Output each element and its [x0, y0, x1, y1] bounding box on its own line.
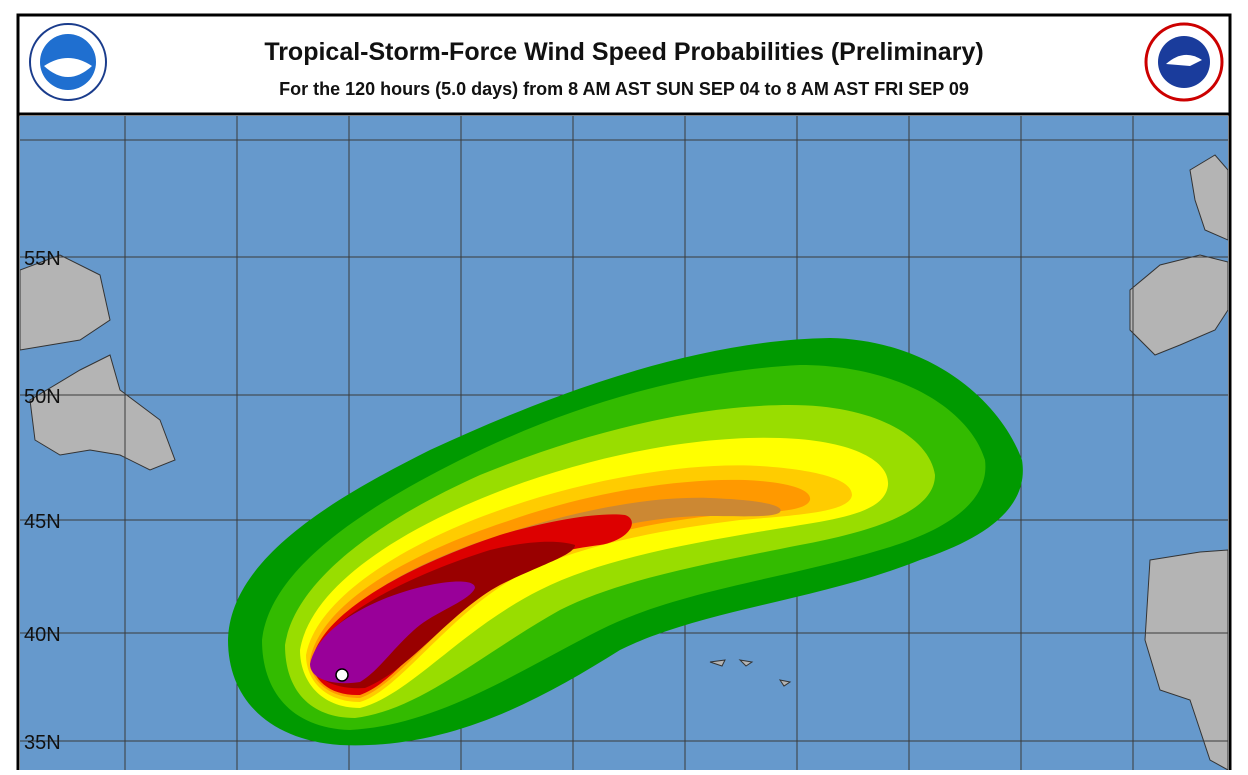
nws-logo [1144, 22, 1224, 102]
noaa-logo [29, 23, 107, 101]
storm-position [335, 668, 349, 682]
latitude-label: 40N [24, 624, 61, 646]
probability-contours [228, 338, 1023, 746]
graticule [20, 116, 1228, 770]
land [20, 154, 1228, 770]
subtitle: For the 120 hours (5.0 days) from 8 AM A… [279, 79, 969, 99]
title: Tropical-Storm-Force Wind Speed Probabil… [264, 38, 983, 66]
map: 55N 50N 45N 40N 35N [20, 116, 1228, 770]
latitude-label: 55N [24, 248, 61, 270]
latitude-label: 50N [24, 386, 61, 408]
latitude-label: 45N [24, 511, 61, 533]
latitude-labels: 55N 50N 45N 40N 35N [24, 248, 61, 754]
header-box [16, 13, 1232, 116]
latitude-label: 35N [24, 732, 61, 754]
